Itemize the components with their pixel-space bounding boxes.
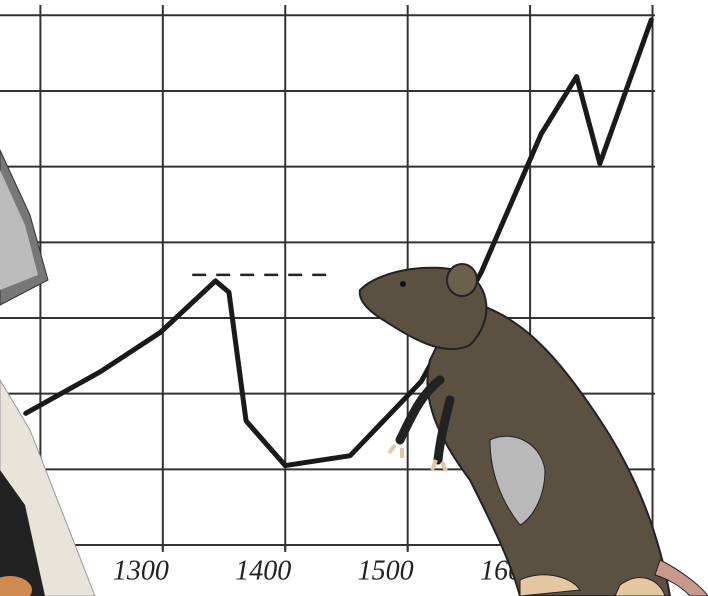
chart: 13001400150016001700 (0, 0, 708, 596)
x-tick-label: 1500 (358, 555, 414, 586)
x-tick-label: 1300 (113, 555, 169, 586)
rat-eye (400, 281, 406, 287)
rat-ear (447, 264, 477, 296)
x-tick-label: 1400 (235, 555, 291, 586)
